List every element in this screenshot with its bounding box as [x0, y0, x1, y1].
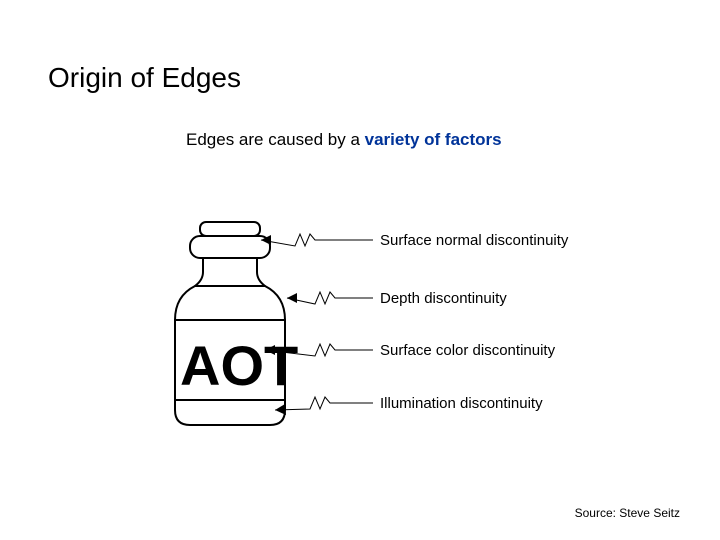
bottle-text: AOT: [180, 334, 298, 397]
label-depth: Depth discontinuity: [380, 290, 507, 307]
source-attribution: Source: Steve Seitz: [575, 506, 680, 520]
label-illumination: Illumination discontinuity: [380, 395, 543, 412]
slide-subtitle: Edges are caused by a variety of factors: [186, 130, 502, 150]
slide: Origin of Edges Edges are caused by a va…: [0, 0, 720, 540]
label-surface-normal: Surface normal discontinuity: [380, 232, 568, 249]
slide-title: Origin of Edges: [48, 62, 241, 94]
label-surface-color: Surface color discontinuity: [380, 342, 555, 359]
subtitle-prefix: Edges are caused by a: [186, 130, 365, 149]
edge-diagram: AOT Surface normal discontinuity Depth d…: [155, 200, 655, 460]
subtitle-accent: variety of factors: [365, 130, 502, 149]
